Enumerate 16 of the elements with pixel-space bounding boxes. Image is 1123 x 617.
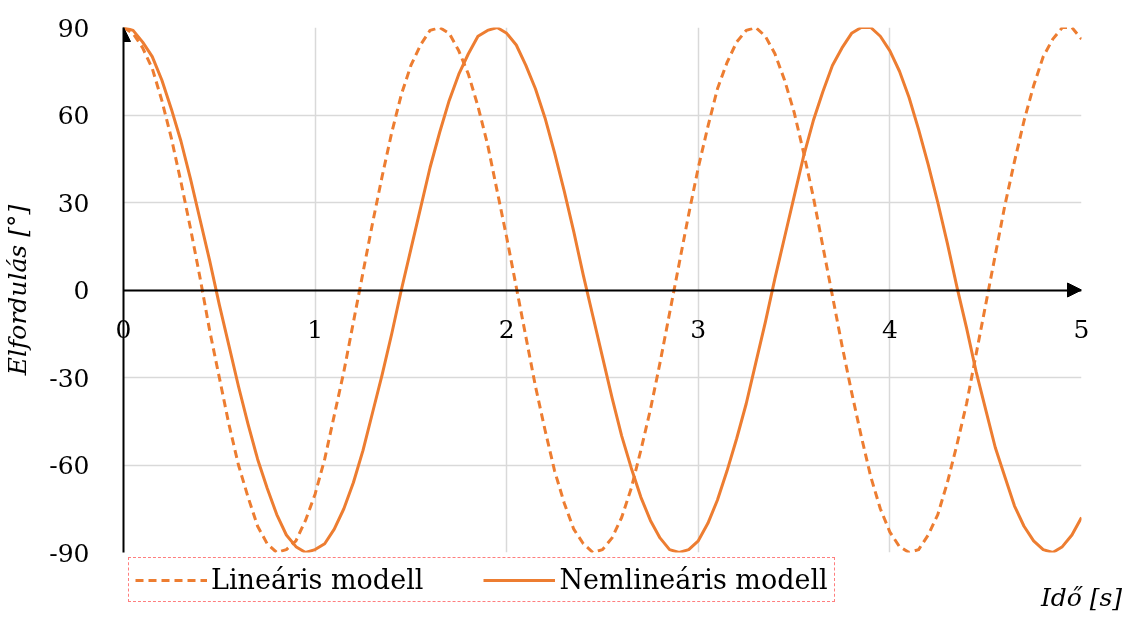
legend-label: Nemlineáris modell xyxy=(559,564,828,595)
x-tick-label: 4 xyxy=(881,314,898,344)
x-tick-label: 5 xyxy=(1073,314,1090,344)
x-tick-label: 3 xyxy=(690,314,707,344)
y-tick-label: -60 xyxy=(49,451,90,480)
y-tick-label: 90 xyxy=(57,13,90,43)
y-tick-label: 0 xyxy=(73,276,90,305)
x-axis-title: Idő [s] xyxy=(1039,582,1123,612)
x-tick-label: 2 xyxy=(498,314,515,344)
y-axis-title: Elfordulás [°] xyxy=(3,204,33,377)
y-tick-label: 30 xyxy=(57,188,90,218)
legend-label: Lineáris modell xyxy=(211,564,424,595)
y-tick-label: 60 xyxy=(57,101,90,130)
y-tick-label: -90 xyxy=(49,538,90,568)
x-tick-label: 1 xyxy=(307,314,324,344)
y-tick-label: -30 xyxy=(49,363,90,393)
